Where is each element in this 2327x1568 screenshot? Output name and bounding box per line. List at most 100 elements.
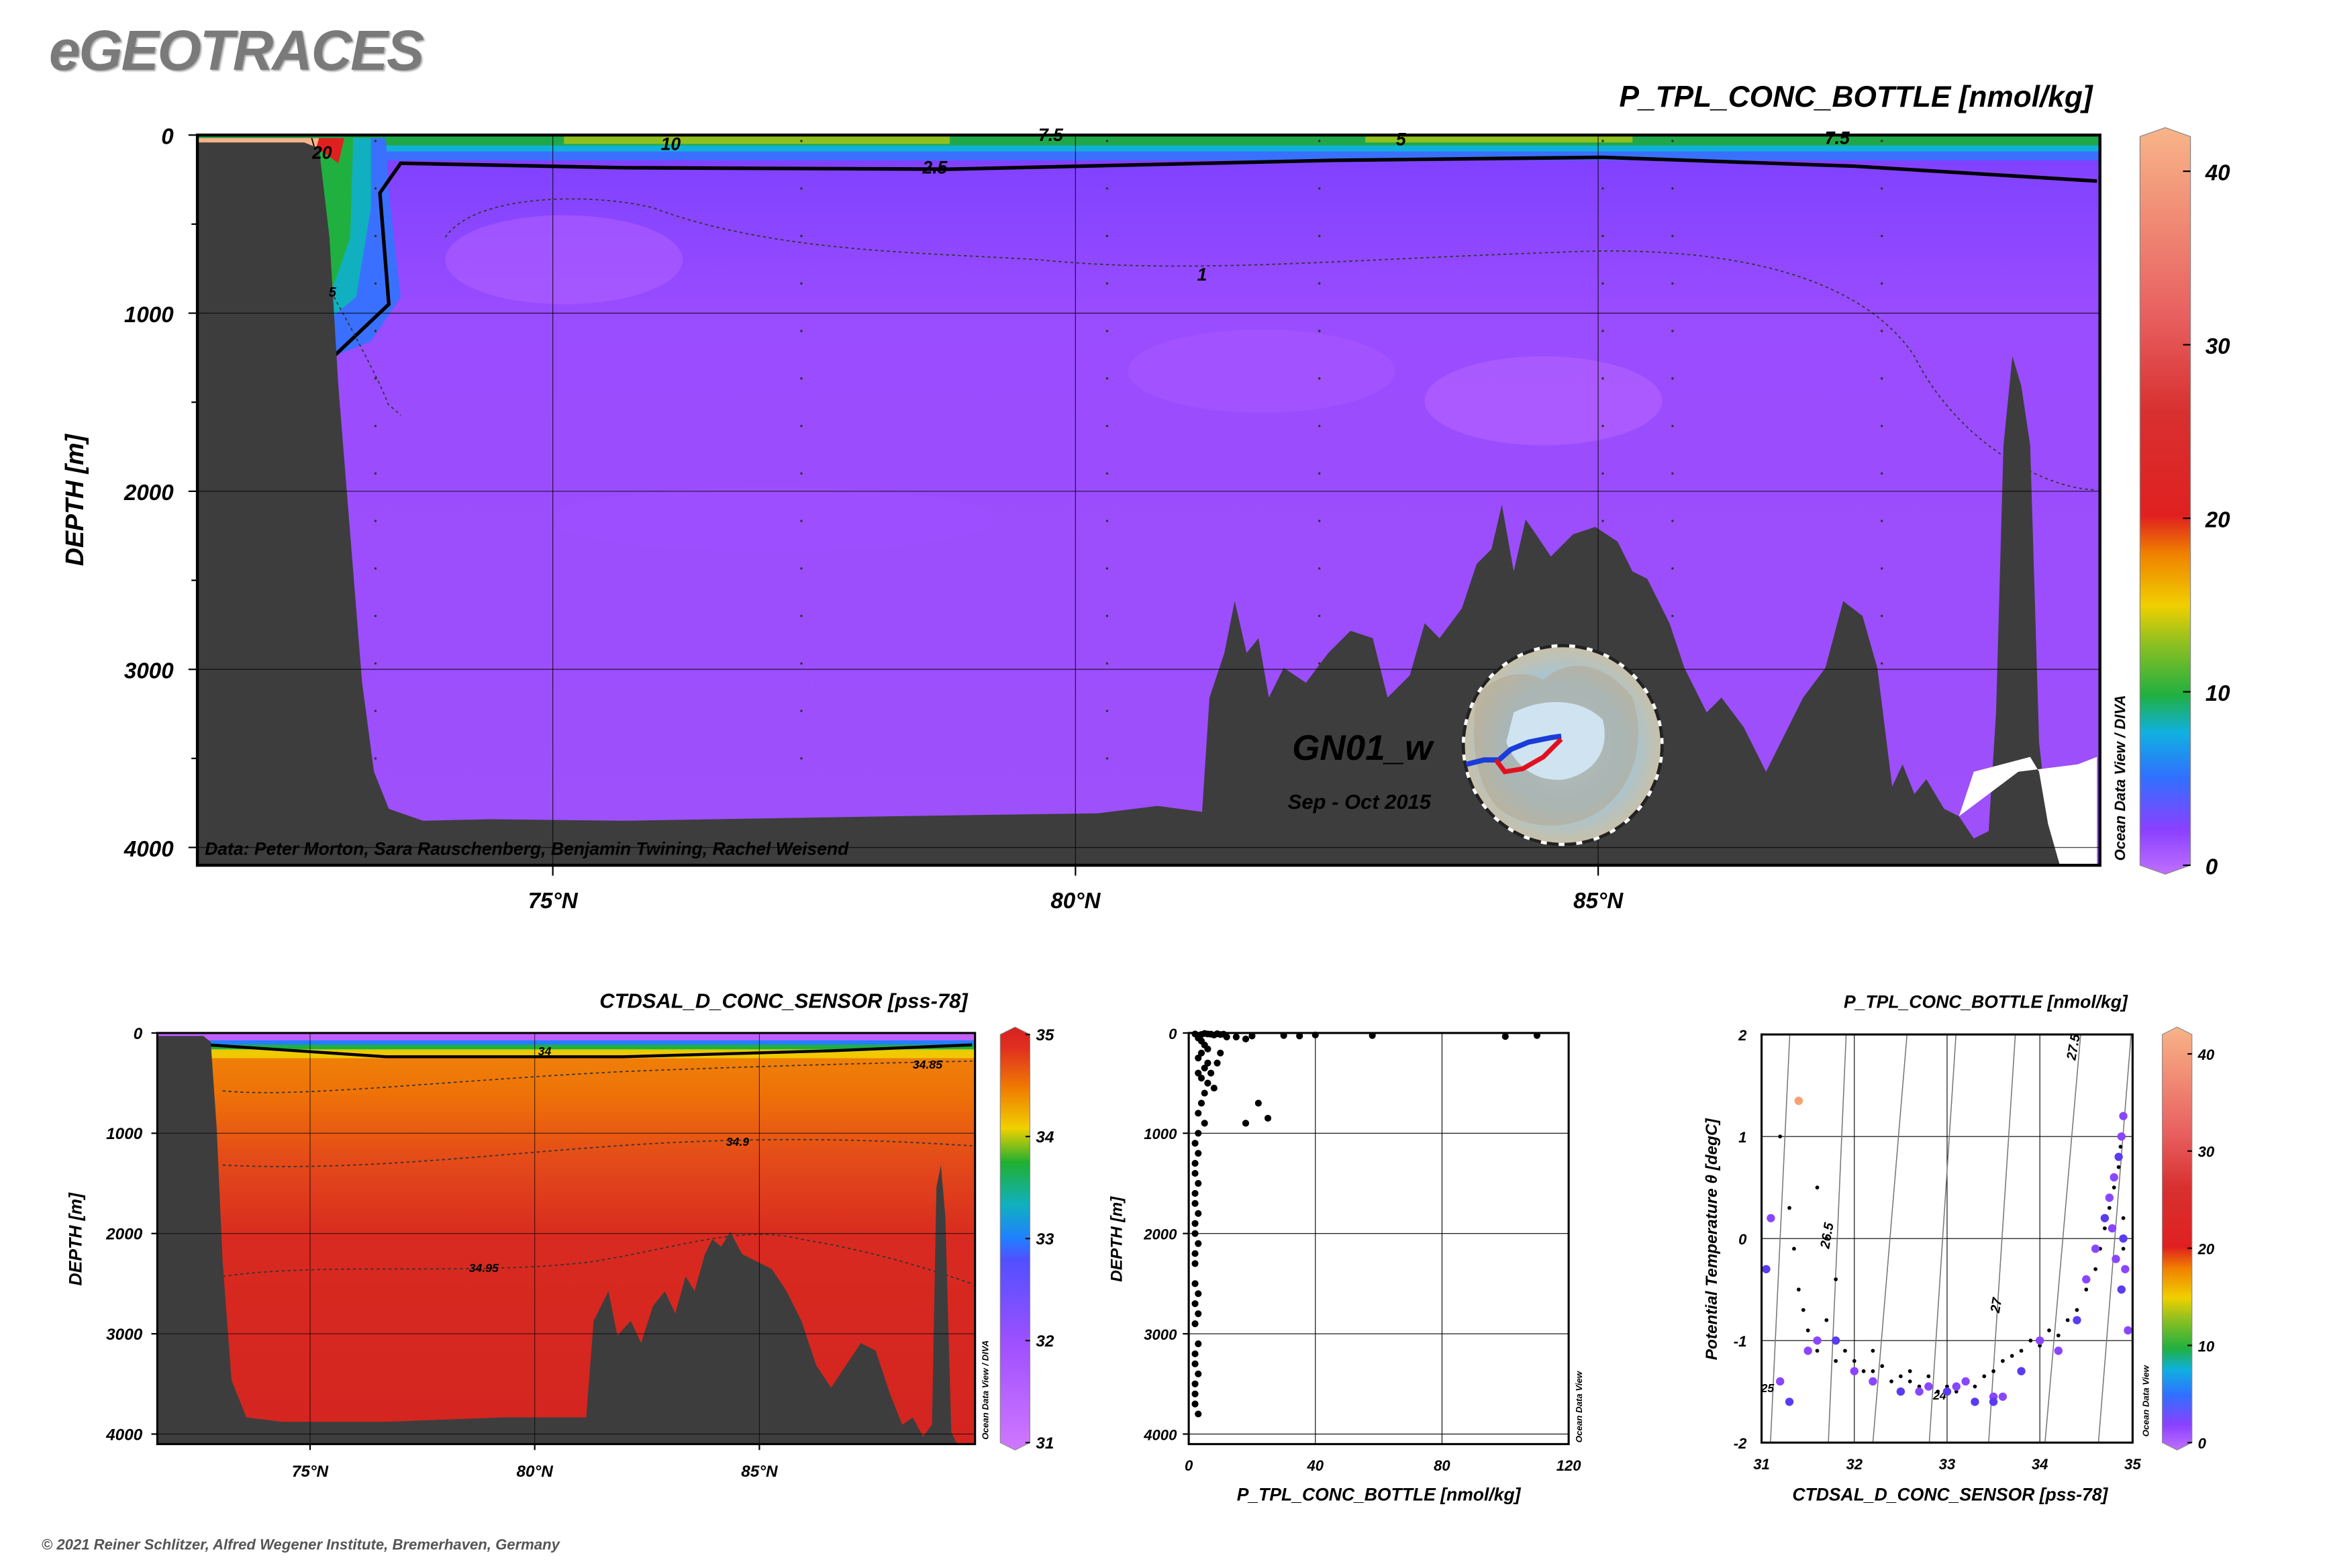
station-sample-dot: [1601, 234, 1604, 238]
chart-title: P_TPL_CONC_BOTTLE [nmol/kg]: [1844, 991, 2128, 1012]
data-point-colored: [2082, 1275, 2091, 1284]
isopycnal-line: [2044, 1034, 2081, 1443]
station-sample-dot: [1671, 140, 1674, 142]
station-sample-dot: [374, 567, 377, 570]
y-tick-label: 3000: [124, 658, 174, 683]
station-sample-dot: [1880, 424, 1883, 428]
data-point-small: [2121, 1246, 2126, 1251]
data-point-small: [1805, 1328, 1810, 1332]
data-credit: Data: Peter Morton, Sara Rauschenberg, B…: [205, 839, 849, 859]
isopycnal-line: [2097, 1034, 2132, 1443]
data-point-colored: [1850, 1367, 1859, 1375]
colorbar-tick-label: 31: [1036, 1434, 1054, 1453]
station-sample-dot: [1880, 472, 1883, 475]
isopycnal-line: [1828, 1034, 1847, 1443]
data-point-colored: [2035, 1336, 2044, 1345]
isopycnal-line: [1770, 1034, 1791, 1443]
y-tick-label: 2000: [1143, 1226, 1177, 1243]
data-point: [1242, 1035, 1250, 1042]
data-point: [1195, 1290, 1202, 1297]
data-point-colored: [2124, 1326, 2132, 1335]
data-point-small: [1834, 1359, 1838, 1363]
station-sample-dot: [374, 757, 377, 760]
data-point-colored: [1831, 1336, 1840, 1345]
station-sample-dot: [1105, 757, 1109, 760]
station-sample-dot: [800, 282, 803, 285]
station-sample-dot: [374, 187, 377, 190]
x-tick-label: 34: [2032, 1456, 2048, 1473]
station-sample-dot: [1671, 377, 1674, 380]
isoline-34.9: [222, 1138, 973, 1167]
y-tick-label: 2000: [105, 1226, 143, 1244]
y-tick-label: 1000: [124, 303, 174, 328]
surface-band-blue: [197, 151, 2100, 160]
no-data-area: [1959, 756, 2097, 866]
data-point-colored: [1924, 1382, 1933, 1391]
data-point-small: [1898, 1374, 1903, 1379]
station-sample-dot: [1601, 187, 1604, 190]
station-sample-dot: [1105, 662, 1109, 665]
data-point-small: [2075, 1308, 2079, 1312]
station-sample-dot: [1105, 567, 1109, 570]
colorbar-tick-label: 33: [1036, 1230, 1054, 1248]
data-point-small: [1852, 1359, 1856, 1363]
x-tick-label: 31: [1753, 1456, 1770, 1473]
cruise-track-blue: [1465, 733, 1562, 767]
data-point: [1204, 1059, 1211, 1067]
x-tick-label: 80°N: [517, 1463, 554, 1481]
data-point: [1191, 1250, 1199, 1257]
data-point-colored: [1794, 1096, 1803, 1106]
station-sample-dot: [1318, 187, 1321, 190]
data-point-colored: [2117, 1132, 2126, 1141]
colorbar: [2139, 127, 2191, 875]
data-point: [1264, 1114, 1272, 1122]
app-logo[interactable]: eGEOTRACES: [48, 20, 424, 83]
data-point: [1195, 1310, 1202, 1318]
y-tick-label: 4000: [1143, 1426, 1177, 1443]
data-point: [1201, 1065, 1208, 1072]
colorbar-tick-label: 32: [1036, 1332, 1054, 1351]
contour-label: 5: [329, 285, 337, 300]
data-point-colored: [2017, 1367, 2026, 1375]
data-point: [1195, 1150, 1202, 1157]
data-point-small: [2084, 1287, 2089, 1292]
data-point: [1195, 1179, 1202, 1187]
data-point: [1191, 1300, 1199, 1308]
station-sample-dot: [1105, 140, 1109, 142]
data-point-small: [2056, 1333, 2061, 1338]
data-point: [1197, 1049, 1205, 1057]
station-sample-dot: [1601, 424, 1604, 428]
data-point-colored: [2108, 1224, 2117, 1233]
data-point-colored: [2119, 1234, 2128, 1243]
data-point-small: [1871, 1349, 1875, 1353]
section-name: GN01_w: [1292, 728, 1435, 768]
data-point-colored: [2110, 1173, 2118, 1182]
data-point-small: [1824, 1318, 1829, 1322]
data-point-small: [2038, 1343, 2042, 1348]
odv-watermark: Ocean Data View: [1574, 1370, 1584, 1442]
station-sample-dot: [374, 709, 377, 712]
station-sample-dot: [1880, 282, 1883, 285]
data-point-small: [1936, 1389, 1940, 1394]
data-point: [1204, 1079, 1211, 1087]
data-point: [1210, 1085, 1218, 1092]
colorbar-tick-label: 0: [2198, 1435, 2207, 1452]
data-point-colored: [1776, 1377, 1785, 1386]
x-tick-label: 75°N: [528, 889, 579, 914]
field-patch: [445, 215, 683, 305]
data-point: [1254, 1099, 1262, 1107]
data-point: [1195, 1210, 1202, 1217]
odv-watermark: Ocean Data View: [2141, 1364, 2151, 1436]
station-sample-dot: [1601, 330, 1604, 332]
data-point-colored: [1869, 1377, 1877, 1386]
chart-title: P_TPL_CONC_BOTTLE [nmol/kg]: [1620, 81, 2093, 113]
colorbar-tick-label: 40: [2205, 160, 2230, 185]
x-tick-label: 32: [1846, 1456, 1863, 1473]
isopycnal-label: 24: [1932, 1389, 1946, 1402]
contour-label: 34.9: [726, 1135, 750, 1148]
bathymetry: [157, 1036, 958, 1444]
station-sample-dot: [1601, 472, 1604, 475]
data-point-colored: [1971, 1398, 1979, 1406]
data-point-small: [1792, 1246, 1796, 1251]
colorbar-tick-label: 10: [2198, 1338, 2215, 1355]
